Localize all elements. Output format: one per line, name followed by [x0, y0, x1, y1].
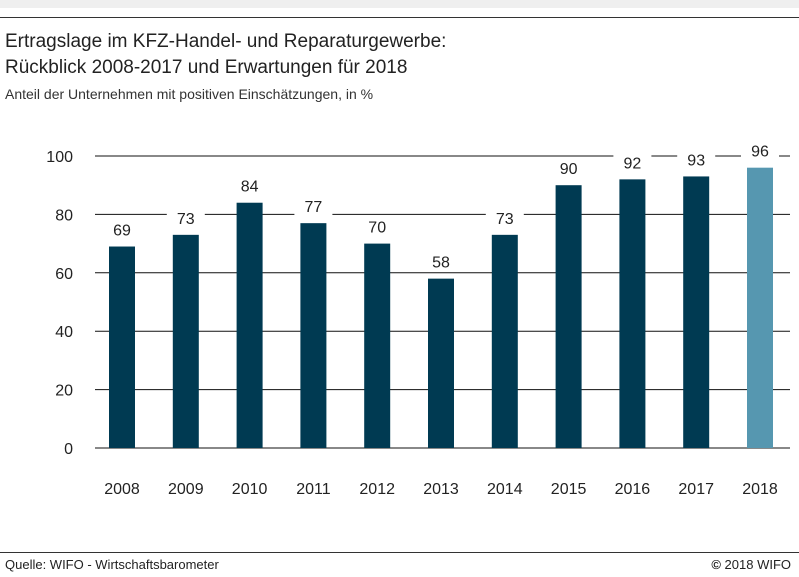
chart-title-line-1: Ertragslage im KFZ-Handel- und Reparatur…	[5, 31, 447, 52]
data-label-2017: 93	[687, 152, 705, 169]
y-tick-label: 20	[55, 383, 73, 400]
bottom-rule	[0, 552, 799, 553]
x-tick-label-2010: 2010	[232, 481, 268, 498]
bar-2015	[555, 185, 582, 448]
bar-2013	[428, 278, 454, 448]
bar-2011	[300, 223, 327, 448]
data-label-2008: 69	[113, 223, 131, 240]
chart-subtitle: Anteil der Unternehmen mit positiven Ein…	[5, 86, 374, 102]
copyright-symbol: ©	[711, 557, 721, 572]
chart-title-line-2: Rückblick 2008-2017 und Erwartungen für …	[5, 57, 408, 78]
x-tick-label-2016: 2016	[615, 481, 651, 498]
top-band	[0, 0, 799, 8]
x-tick-label-2015: 2015	[551, 481, 587, 498]
data-label-2009: 73	[177, 211, 195, 228]
bar-2016	[619, 179, 646, 449]
bar-2010	[236, 202, 263, 448]
bar-2008	[109, 246, 135, 448]
data-label-2016: 92	[624, 155, 642, 172]
y-tick-label: 100	[46, 149, 73, 166]
copyright-text: 2018 WIFO	[724, 557, 791, 572]
data-label-2018: 96	[751, 144, 769, 161]
bar-2018	[747, 167, 773, 448]
bar-2017	[683, 176, 710, 448]
x-tick-label-2018: 2018	[742, 481, 778, 498]
bar-chart: 0 20 40 60 80 100 69 2008 73 2009 84 2010 77 2011 70 20…	[46, 144, 790, 498]
data-label-2012: 70	[368, 220, 386, 237]
x-tick-label-2009: 2009	[168, 481, 204, 498]
top-rule	[0, 17, 799, 18]
x-tick-label-2008: 2008	[104, 481, 140, 498]
data-label-2010: 84	[241, 179, 259, 196]
chart-title: Ertragslage im KFZ-Handel- und Reparatur…	[5, 29, 446, 81]
y-tick-label: 40	[55, 324, 73, 341]
x-tick-label-2017: 2017	[678, 481, 714, 498]
x-tick-label-2013: 2013	[423, 481, 459, 498]
x-tick-label-2014: 2014	[487, 481, 523, 498]
x-tick-label-2011: 2011	[296, 481, 331, 498]
bar-2014	[491, 234, 518, 448]
data-label-2014: 73	[496, 211, 514, 228]
data-label-2013: 58	[432, 255, 450, 272]
y-tick-label: 0	[64, 441, 73, 458]
bar-2009	[172, 234, 199, 448]
copyright-note: © 2018 WIFO	[711, 557, 791, 572]
x-tick-label-2012: 2012	[359, 481, 395, 498]
y-tick-label: 60	[55, 266, 73, 283]
source-note: Quelle: WIFO - Wirtschaftsbarometer	[5, 557, 219, 572]
data-label-2011: 77	[305, 199, 323, 216]
bar-2012	[364, 243, 391, 448]
y-tick-label: 80	[55, 207, 73, 224]
data-label-2015: 90	[560, 161, 578, 178]
